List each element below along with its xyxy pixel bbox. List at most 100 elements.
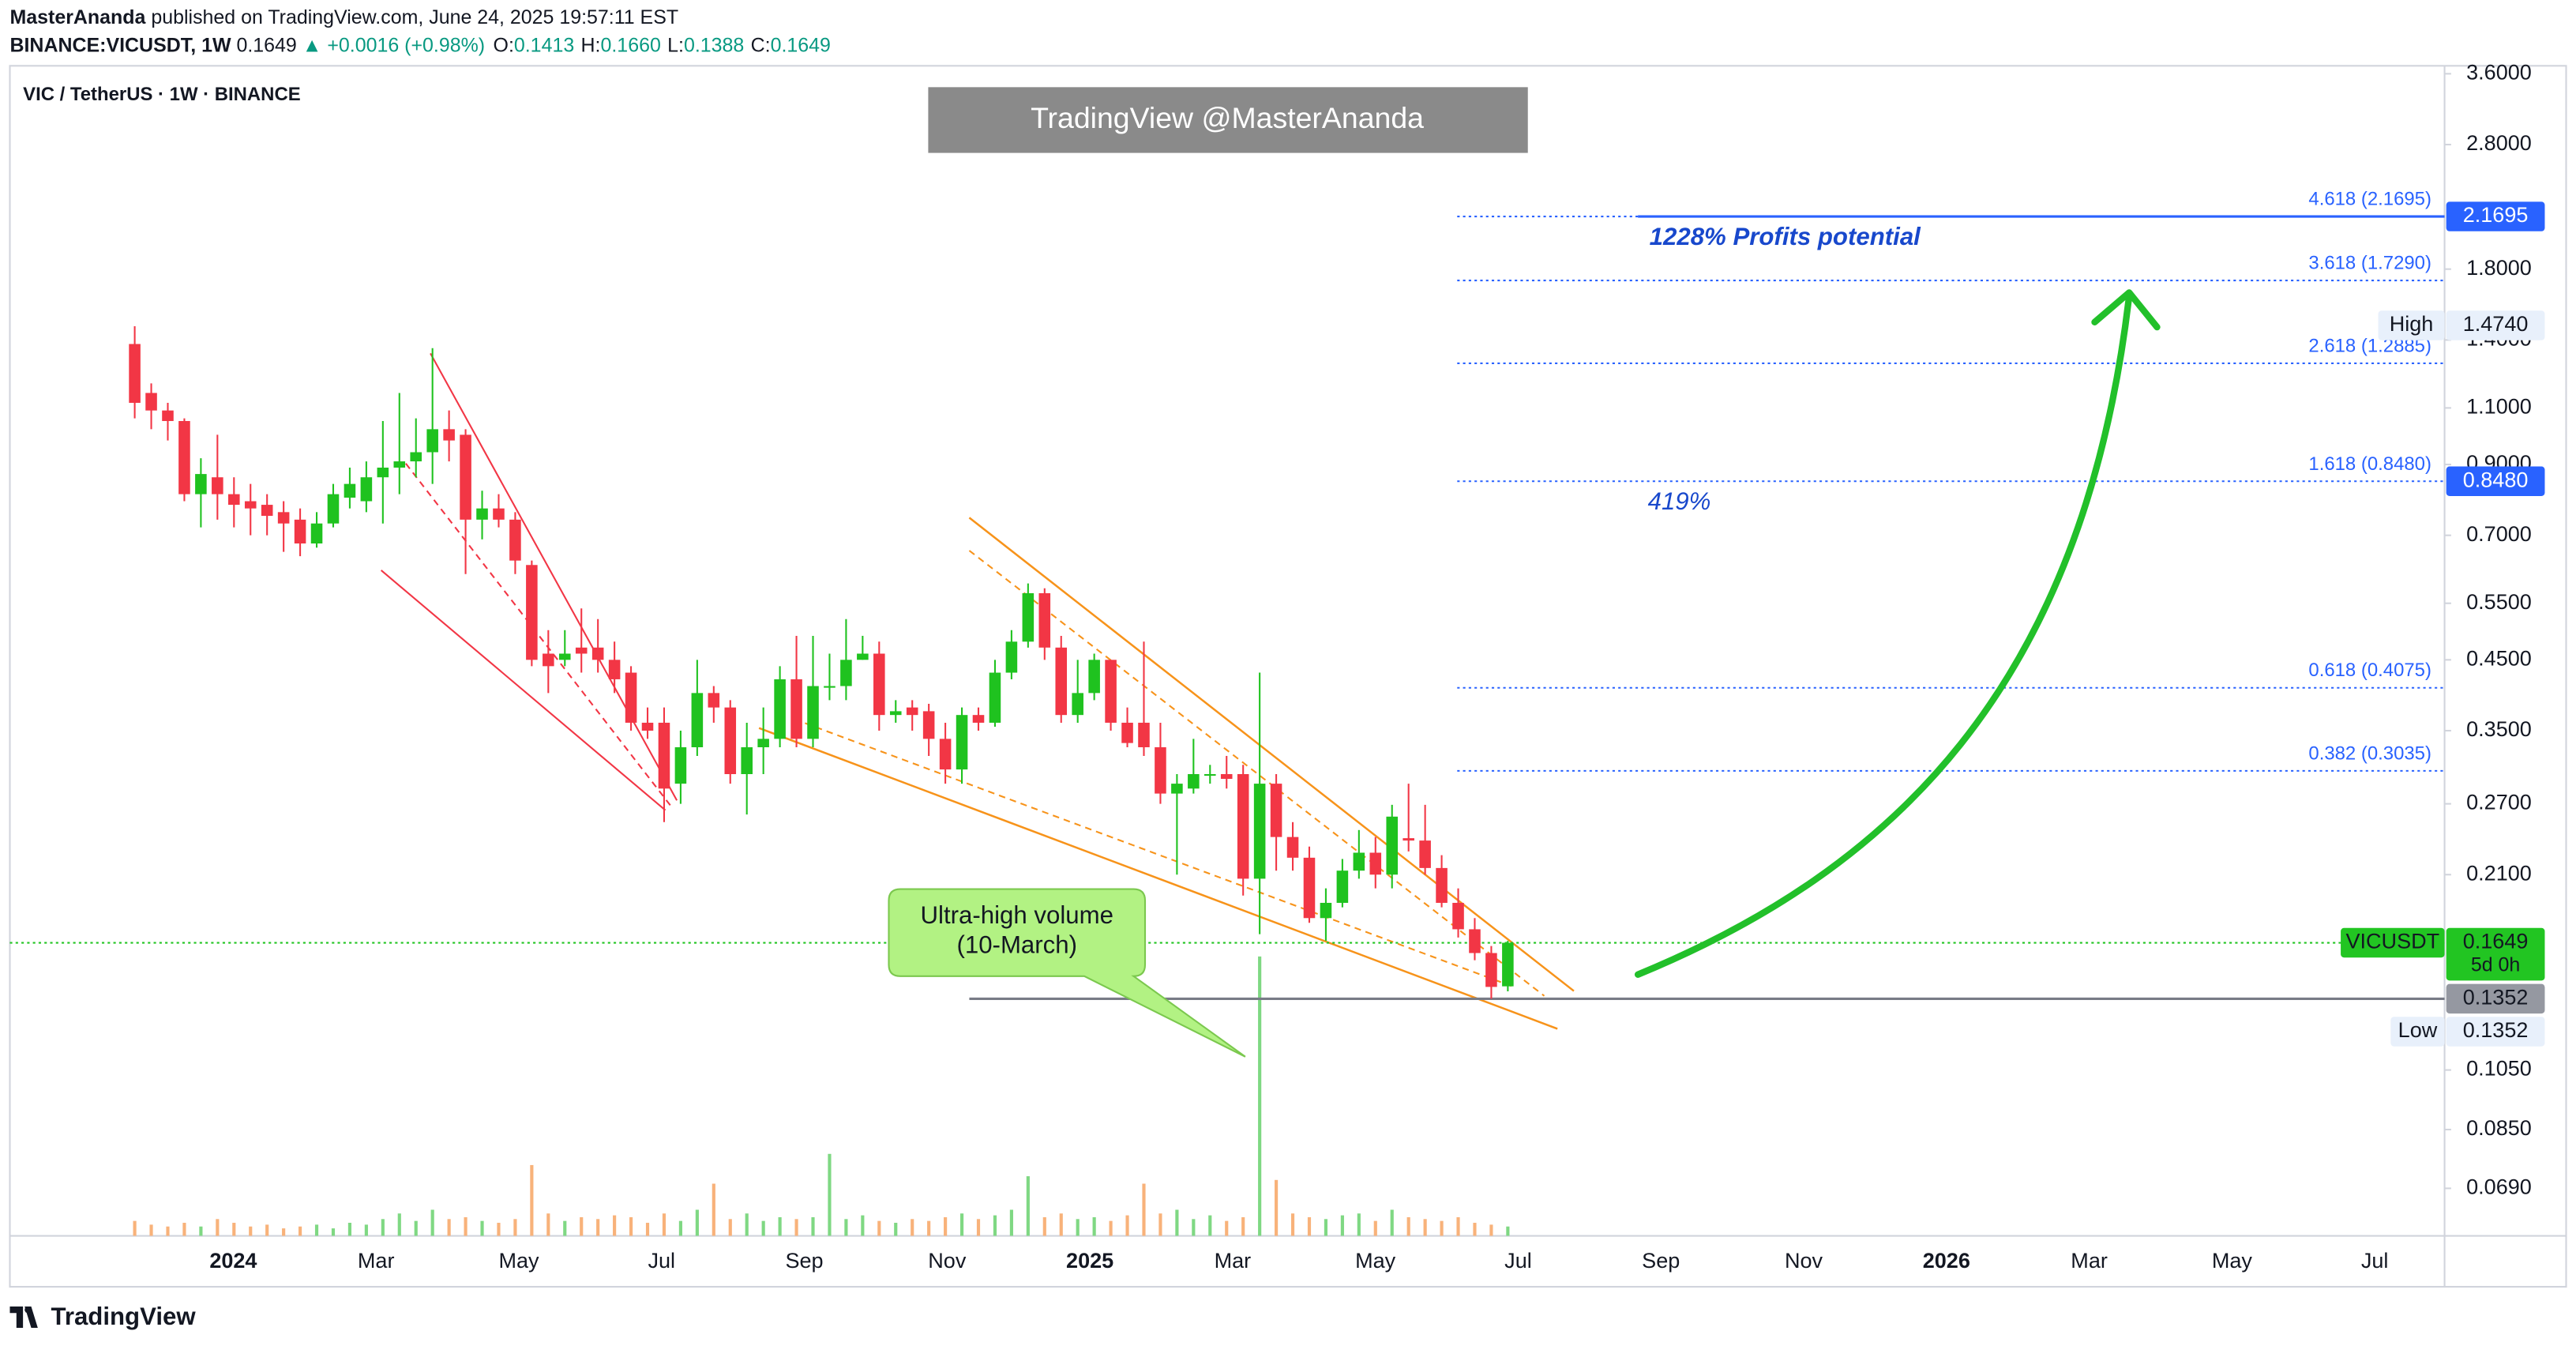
volume-bar (959, 1213, 964, 1236)
candle-body (426, 429, 438, 453)
ohlc-key: C: (751, 34, 771, 56)
volume-bar (1275, 1179, 1279, 1236)
frame (9, 65, 2567, 1288)
candle-body (658, 722, 670, 789)
price-marker-box (2446, 310, 2545, 340)
ohlc-value: 0.1660 (601, 34, 661, 56)
x-tick-label: Nov (1785, 1249, 1823, 1273)
ohlc: O:0.1413 H:0.1660 L:0.1388 C:0.1649 (494, 34, 831, 56)
volume-bar (546, 1213, 550, 1236)
candle-body (1138, 722, 1150, 747)
countdown: 5d 0h (2471, 953, 2520, 976)
volume-bar (347, 1223, 352, 1236)
candle-body (1055, 647, 1068, 716)
candle-body (1204, 774, 1216, 776)
volume-bar (314, 1224, 319, 1236)
channel-line (380, 570, 667, 811)
symbol-line: BINANCE:VICUSDT, 1W 0.1649 ▲ +0.0016 (+0… (9, 34, 830, 56)
volume-bar (1192, 1219, 1196, 1236)
channel-line (430, 352, 678, 801)
volume-bar (216, 1219, 220, 1236)
volume-bar (265, 1224, 269, 1236)
volume-bar (844, 1219, 848, 1236)
price-marker-name: Low (2398, 1018, 2438, 1042)
candle-body (360, 477, 373, 502)
candle-body (608, 660, 621, 679)
volume-bar (149, 1224, 153, 1236)
price-marker-label: 1.4740 (2463, 312, 2529, 336)
candle-body (244, 501, 257, 509)
volume-bar (1258, 956, 1262, 1236)
volume-bar (613, 1215, 617, 1236)
candle-body (972, 715, 985, 723)
candle-body (261, 505, 273, 517)
candle-body (327, 494, 340, 524)
candle-body (1253, 784, 1266, 879)
volume-bar (513, 1219, 517, 1236)
candle-body (212, 477, 223, 494)
fib-label: 0.618 (0.4075) (2308, 660, 2431, 681)
y-tick-label: 1.1000 (2466, 395, 2532, 419)
volume-bar (861, 1215, 865, 1236)
candle-body (757, 739, 769, 747)
publisher: MasterAnanda (9, 6, 146, 28)
volume-bar (678, 1220, 682, 1236)
candle-body (558, 653, 571, 660)
candle-body (1403, 838, 1414, 841)
volume-bar (133, 1220, 137, 1236)
volume-bar (1175, 1209, 1179, 1236)
candle-body (674, 746, 687, 784)
x-tick-label: Jul (648, 1249, 675, 1273)
candle-body (310, 523, 323, 544)
candle-body (840, 660, 852, 686)
channel-mid (405, 463, 671, 806)
volume-bar (596, 1219, 600, 1236)
x-tick-label: Sep (785, 1249, 823, 1273)
volume-bar (927, 1220, 931, 1236)
volume-bar (1076, 1219, 1080, 1236)
footer-brand: TradingView (51, 1303, 196, 1330)
volume-bar (695, 1209, 699, 1236)
y-tick-label: 0.3500 (2466, 717, 2532, 741)
watermark: TradingView @MasterAnanda (1031, 101, 1424, 134)
candle-body (939, 739, 952, 770)
candle-body (1286, 837, 1299, 858)
ohlc-key: H: (581, 34, 601, 56)
price-marker-label: 0.1649 (2463, 930, 2529, 953)
candle-layer (129, 325, 1514, 999)
candle-body (178, 421, 190, 494)
volume-bar (1340, 1215, 1344, 1236)
volume-bar (299, 1226, 302, 1236)
price-marker-label: 2.1695 (2463, 203, 2529, 227)
volume-bar (563, 1220, 567, 1236)
candle-body (857, 653, 869, 660)
price-marker-name-box (2390, 1017, 2445, 1047)
x-tick-label: Mar (358, 1249, 395, 1273)
price-marker-box (2446, 983, 2545, 1014)
x-tick-label: Sep (1642, 1249, 1680, 1273)
candle-body (906, 707, 918, 716)
candle-body (377, 467, 389, 478)
candle-body (790, 679, 802, 739)
callout-line: Ultra-high volume (921, 901, 1113, 929)
volume-bar (745, 1213, 749, 1236)
y-tick-label: 0.4500 (2466, 646, 2532, 670)
volume-bar (828, 1153, 832, 1236)
candle-body (162, 410, 174, 422)
volume-bar (1208, 1215, 1212, 1236)
candle-body (228, 494, 240, 506)
candle-body (1121, 722, 1133, 743)
volume-bar (1373, 1220, 1377, 1236)
volume-bar (1026, 1176, 1030, 1236)
volume-bar (331, 1228, 336, 1236)
target-note: 1228% Profits potential (1650, 223, 1921, 250)
volume-bar (944, 1216, 948, 1236)
volume-bar (397, 1213, 401, 1236)
candle-body (393, 461, 406, 468)
x-tick-label: Mar (2071, 1249, 2108, 1273)
callout (888, 888, 1246, 1058)
candle-body (774, 679, 786, 739)
volume-bar (794, 1219, 798, 1236)
volume-bar (1125, 1215, 1129, 1236)
